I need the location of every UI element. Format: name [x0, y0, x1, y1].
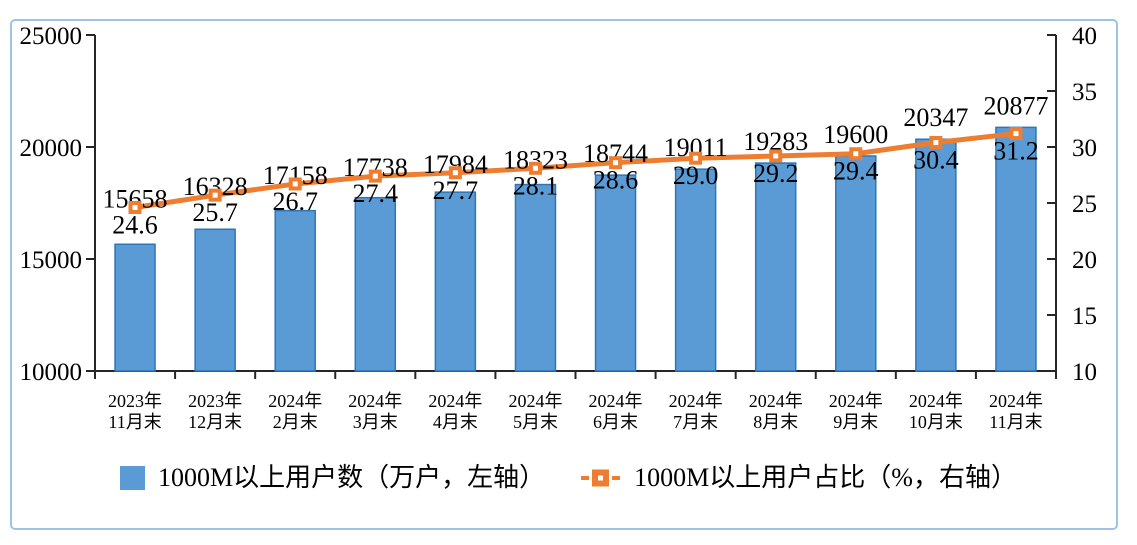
- x-axis-category-label: 2023年: [188, 391, 242, 411]
- right-axis-tick-label: 30: [1072, 135, 1097, 162]
- bar: [274, 209, 316, 372]
- line-value-label: 27.7: [433, 176, 479, 205]
- line-value-label: 30.4: [913, 146, 959, 175]
- line-value-label: 29.2: [753, 159, 799, 188]
- bar: [514, 183, 557, 372]
- line-marker-center: [372, 173, 378, 179]
- line-value-label: 28.6: [593, 166, 639, 195]
- x-axis-category-label: 2月末: [273, 412, 318, 432]
- x-axis-category-label: 2024年: [508, 391, 562, 411]
- bar-value-label: 20877: [983, 91, 1048, 120]
- x-axis-category-label: 2024年: [428, 391, 482, 411]
- x-axis-category-label: 6月末: [593, 412, 638, 432]
- left-axis-tick-label: 15000: [20, 247, 83, 274]
- bar: [754, 162, 797, 372]
- x-axis-category-label: 2024年: [829, 391, 883, 411]
- bar: [995, 126, 1037, 372]
- x-axis-category-label: 2024年: [909, 391, 963, 411]
- bar: [835, 155, 877, 372]
- bar: [194, 228, 236, 372]
- bar: [434, 191, 477, 372]
- bar: [354, 196, 397, 372]
- line-marker-center: [853, 151, 859, 157]
- x-axis-category-label: 2024年: [268, 391, 322, 411]
- line-marker-center: [613, 160, 619, 166]
- line-marker-center: [212, 192, 218, 198]
- right-axis-tick-label: 40: [1072, 23, 1097, 50]
- x-axis-category-label: 12月末: [188, 412, 242, 432]
- line-value-label: 27.4: [353, 179, 399, 208]
- x-axis-category-label: 2023年: [108, 391, 162, 411]
- x-axis-category-label: 5月末: [513, 412, 558, 432]
- chart-legend: 1000M以上用户数（万户，左轴） 1000M以上用户占比（%，右轴）: [0, 456, 1137, 500]
- bar: [915, 138, 957, 372]
- bar-series-legend-label: 1000M以上用户数（万户，左轴）: [158, 463, 546, 492]
- bar: [114, 243, 156, 372]
- line-value-label: 31.2: [993, 137, 1039, 166]
- x-axis-category-label: 2024年: [348, 391, 402, 411]
- legend-marker-center: [598, 475, 604, 481]
- left-axis-tick-label: 20000: [20, 135, 83, 162]
- x-axis-category-label: 7月末: [673, 412, 718, 432]
- x-axis-category-label: 2024年: [749, 391, 803, 411]
- line-marker-center: [1013, 131, 1019, 137]
- line-value-label: 29.4: [833, 157, 879, 186]
- line-value-label: 26.7: [272, 187, 318, 216]
- legend-item-bar-series: 1000M以上用户数（万户，左轴）: [120, 465, 545, 491]
- right-axis-tick-label: 15: [1072, 303, 1097, 330]
- left-axis-tick-label: 25000: [20, 23, 83, 50]
- x-axis-category-label: 11月末: [989, 412, 1042, 432]
- right-axis-tick-label: 20: [1072, 247, 1097, 274]
- bar: [674, 168, 717, 372]
- line-series-legend-label: 1000M以上用户占比（%，右轴）: [634, 463, 1017, 492]
- x-axis-category-label: 3月末: [353, 412, 398, 432]
- bar-value-label: 19600: [823, 120, 888, 149]
- x-axis-category-label: 10月末: [909, 412, 963, 432]
- x-axis-category-label: 2024年: [589, 391, 643, 411]
- line-value-label: 29.0: [673, 161, 719, 190]
- right-axis-tick-label: 10: [1072, 359, 1097, 386]
- bar-series-swatch-icon: [120, 466, 146, 490]
- line-value-label: 25.7: [192, 198, 238, 227]
- line-value-label: 28.1: [513, 171, 559, 200]
- line-marker-center: [933, 140, 939, 146]
- line-value-label: 24.6: [112, 210, 158, 239]
- x-axis-category-label: 11月末: [108, 412, 161, 432]
- x-axis-category-label: 8月末: [753, 412, 798, 432]
- percentage-line: [134, 131, 1017, 210]
- right-axis-tick-label: 35: [1072, 79, 1097, 106]
- right-axis-tick-label: 25: [1072, 191, 1097, 218]
- bar-value-label: 20347: [903, 103, 968, 132]
- x-axis-category-label: 2024年: [989, 391, 1043, 411]
- line-marker-center: [693, 155, 699, 161]
- x-axis-category-label: 2024年: [669, 391, 723, 411]
- line-marker-center: [532, 165, 538, 171]
- line-series-marker-icon: [581, 466, 621, 490]
- line-marker-center: [773, 153, 779, 159]
- line-marker-center: [452, 170, 458, 176]
- x-axis-category-label: 9月末: [833, 412, 878, 432]
- line-marker-center: [292, 181, 298, 187]
- legend-item-line-series: 1000M以上用户占比（%，右轴）: [581, 465, 1017, 491]
- bar: [594, 174, 637, 372]
- x-axis-category-label: 4月末: [433, 412, 478, 432]
- left-axis-tick-label: 10000: [20, 359, 83, 386]
- line-marker-center: [132, 204, 138, 210]
